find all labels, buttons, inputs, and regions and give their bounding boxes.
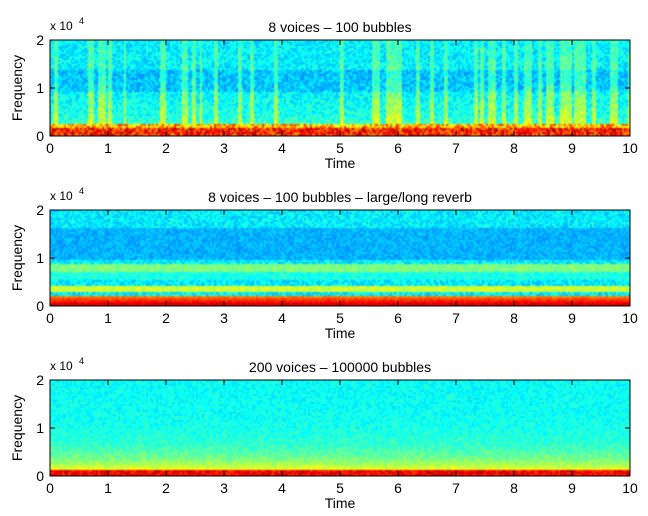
y-exponent-power: 4 xyxy=(79,186,84,196)
y-tick-label: 1 xyxy=(36,80,44,96)
x-tick-label: 8 xyxy=(510,480,518,496)
x-tick-label: 4 xyxy=(278,310,286,326)
x-tick-label: 3 xyxy=(220,140,228,156)
y-exponent-base: x 10 xyxy=(50,189,73,203)
x-tick-label: 3 xyxy=(220,310,228,326)
spectrogram-heatmap xyxy=(50,40,630,136)
x-tick-label: 6 xyxy=(394,480,402,496)
x-tick-label: 2 xyxy=(162,310,170,326)
y-tick-label: 0 xyxy=(36,298,44,314)
x-tick-label: 0 xyxy=(46,310,54,326)
y-exponent-power: 4 xyxy=(79,16,84,26)
spectrogram-heatmap xyxy=(50,380,630,476)
subplot-3: 200 voices – 100000 bubbles 0 1 2 3 4 5 6 7 8 9 10 0… xyxy=(9,356,638,511)
x-tick-label: 10 xyxy=(622,310,638,326)
y-tick-label: 2 xyxy=(36,202,44,218)
y-tick-label: 2 xyxy=(36,372,44,388)
y-tick-label: 1 xyxy=(36,250,44,266)
x-axis-label: Time xyxy=(325,155,356,171)
x-tick-label: 2 xyxy=(162,140,170,156)
subplot-2: 8 voices – 100 bubbles – large/long reve… xyxy=(9,186,638,341)
y-axis-label: Frequency xyxy=(9,395,25,461)
x-axis-label: Time xyxy=(325,325,356,341)
x-tick-label: 7 xyxy=(452,480,460,496)
x-axis-label: Time xyxy=(325,495,356,511)
y-exponent-power: 4 xyxy=(79,356,84,366)
x-tick-label: 9 xyxy=(568,140,576,156)
x-tick-label: 6 xyxy=(394,310,402,326)
subplot-title: 8 voices – 100 bubbles – large/long reve… xyxy=(208,189,472,205)
y-axis-label: Frequency xyxy=(9,225,25,291)
spectrogram-heatmap xyxy=(50,210,630,306)
x-tick-label: 7 xyxy=(452,310,460,326)
x-tick-label: 0 xyxy=(46,140,54,156)
x-tick-label: 4 xyxy=(278,480,286,496)
y-exponent-base: x 10 xyxy=(50,359,73,373)
x-tick-label: 8 xyxy=(510,140,518,156)
x-tick-label: 5 xyxy=(336,140,344,156)
x-tick-label: 0 xyxy=(46,480,54,496)
x-tick-label: 7 xyxy=(452,140,460,156)
x-tick-label: 6 xyxy=(394,140,402,156)
x-tick-label: 5 xyxy=(336,310,344,326)
subplot-1: 8 voices – 100 bubbles 0 1 2 3 4 5 6 7 8 9 10 0 1 2 x 1… xyxy=(9,16,638,171)
y-tick-label: 1 xyxy=(36,420,44,436)
x-tick-label: 10 xyxy=(622,480,638,496)
subplot-title: 200 voices – 100000 bubbles xyxy=(249,359,431,375)
x-tick-label: 2 xyxy=(162,480,170,496)
y-axis-label: Frequency xyxy=(9,55,25,121)
x-tick-label: 5 xyxy=(336,480,344,496)
x-tick-label: 1 xyxy=(104,480,112,496)
x-tick-label: 9 xyxy=(568,480,576,496)
x-tick-label: 9 xyxy=(568,310,576,326)
y-tick-label: 2 xyxy=(36,32,44,48)
x-tick-label: 3 xyxy=(220,480,228,496)
subplot-title: 8 voices – 100 bubbles xyxy=(268,19,411,35)
y-exponent-base: x 10 xyxy=(50,19,73,33)
x-tick-label: 1 xyxy=(104,310,112,326)
x-tick-label: 1 xyxy=(104,140,112,156)
x-tick-label: 10 xyxy=(622,140,638,156)
y-tick-label: 0 xyxy=(36,468,44,484)
x-tick-label: 4 xyxy=(278,140,286,156)
x-tick-label: 8 xyxy=(510,310,518,326)
y-tick-label: 0 xyxy=(36,128,44,144)
